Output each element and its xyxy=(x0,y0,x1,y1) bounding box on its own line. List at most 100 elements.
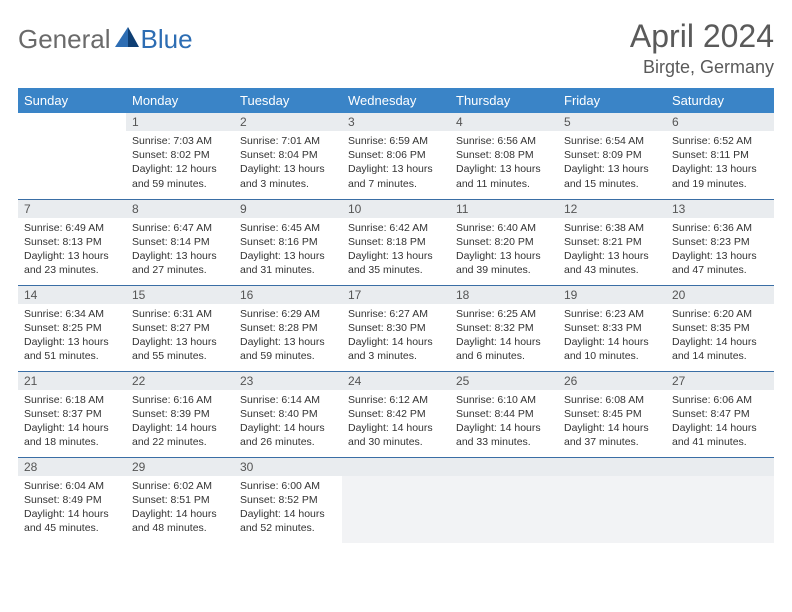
day-number: 18 xyxy=(450,286,558,304)
day-details: Sunrise: 6:40 AMSunset: 8:20 PMDaylight:… xyxy=(450,218,558,282)
day-number-empty xyxy=(558,458,666,476)
day-number: 13 xyxy=(666,200,774,218)
day-details: Sunrise: 6:16 AMSunset: 8:39 PMDaylight:… xyxy=(126,390,234,454)
calendar-cell: 5Sunrise: 6:54 AMSunset: 8:09 PMDaylight… xyxy=(558,113,666,199)
day-number: 5 xyxy=(558,113,666,131)
calendar-cell: 16Sunrise: 6:29 AMSunset: 8:28 PMDayligh… xyxy=(234,285,342,371)
day-details: Sunrise: 6:02 AMSunset: 8:51 PMDaylight:… xyxy=(126,476,234,540)
weekday-header-row: Sunday Monday Tuesday Wednesday Thursday… xyxy=(18,88,774,113)
calendar-cell: 11Sunrise: 6:40 AMSunset: 8:20 PMDayligh… xyxy=(450,199,558,285)
weekday-header: Wednesday xyxy=(342,88,450,113)
calendar-cell: 2Sunrise: 7:01 AMSunset: 8:04 PMDaylight… xyxy=(234,113,342,199)
day-number-empty xyxy=(342,458,450,476)
weekday-header: Sunday xyxy=(18,88,126,113)
logo-text-blue: Blue xyxy=(141,24,193,55)
calendar-cell: 22Sunrise: 6:16 AMSunset: 8:39 PMDayligh… xyxy=(126,371,234,457)
month-title: April 2024 xyxy=(630,18,774,55)
calendar-cell: 1Sunrise: 7:03 AMSunset: 8:02 PMDaylight… xyxy=(126,113,234,199)
day-details: Sunrise: 6:36 AMSunset: 8:23 PMDaylight:… xyxy=(666,218,774,282)
calendar-cell: 27Sunrise: 6:06 AMSunset: 8:47 PMDayligh… xyxy=(666,371,774,457)
day-details: Sunrise: 6:45 AMSunset: 8:16 PMDaylight:… xyxy=(234,218,342,282)
calendar-table: Sunday Monday Tuesday Wednesday Thursday… xyxy=(18,88,774,543)
calendar-cell: 4Sunrise: 6:56 AMSunset: 8:08 PMDaylight… xyxy=(450,113,558,199)
day-details: Sunrise: 6:42 AMSunset: 8:18 PMDaylight:… xyxy=(342,218,450,282)
calendar-cell xyxy=(18,113,126,199)
day-details: Sunrise: 6:12 AMSunset: 8:42 PMDaylight:… xyxy=(342,390,450,454)
calendar-cell: 15Sunrise: 6:31 AMSunset: 8:27 PMDayligh… xyxy=(126,285,234,371)
day-details: Sunrise: 6:31 AMSunset: 8:27 PMDaylight:… xyxy=(126,304,234,368)
calendar-cell: 28Sunrise: 6:04 AMSunset: 8:49 PMDayligh… xyxy=(18,457,126,543)
day-number: 9 xyxy=(234,200,342,218)
day-number: 6 xyxy=(666,113,774,131)
day-number: 24 xyxy=(342,372,450,390)
day-details: Sunrise: 6:49 AMSunset: 8:13 PMDaylight:… xyxy=(18,218,126,282)
day-number: 1 xyxy=(126,113,234,131)
day-details: Sunrise: 6:00 AMSunset: 8:52 PMDaylight:… xyxy=(234,476,342,540)
day-details: Sunrise: 7:03 AMSunset: 8:02 PMDaylight:… xyxy=(126,131,234,195)
calendar-cell xyxy=(558,457,666,543)
calendar-cell: 9Sunrise: 6:45 AMSunset: 8:16 PMDaylight… xyxy=(234,199,342,285)
day-number: 4 xyxy=(450,113,558,131)
calendar-cell: 24Sunrise: 6:12 AMSunset: 8:42 PMDayligh… xyxy=(342,371,450,457)
weekday-header: Saturday xyxy=(666,88,774,113)
calendar-cell xyxy=(342,457,450,543)
day-details: Sunrise: 6:29 AMSunset: 8:28 PMDaylight:… xyxy=(234,304,342,368)
day-number: 25 xyxy=(450,372,558,390)
day-details: Sunrise: 6:25 AMSunset: 8:32 PMDaylight:… xyxy=(450,304,558,368)
title-block: April 2024 Birgte, Germany xyxy=(630,18,774,78)
logo-triangle-icon xyxy=(115,27,139,52)
day-details: Sunrise: 6:38 AMSunset: 8:21 PMDaylight:… xyxy=(558,218,666,282)
day-number: 30 xyxy=(234,458,342,476)
day-details: Sunrise: 6:04 AMSunset: 8:49 PMDaylight:… xyxy=(18,476,126,540)
day-number: 12 xyxy=(558,200,666,218)
logo-text-general: General xyxy=(18,24,111,55)
day-number: 23 xyxy=(234,372,342,390)
calendar-cell: 23Sunrise: 6:14 AMSunset: 8:40 PMDayligh… xyxy=(234,371,342,457)
day-number: 2 xyxy=(234,113,342,131)
day-number: 27 xyxy=(666,372,774,390)
calendar-cell: 6Sunrise: 6:52 AMSunset: 8:11 PMDaylight… xyxy=(666,113,774,199)
day-number: 19 xyxy=(558,286,666,304)
day-details: Sunrise: 6:54 AMSunset: 8:09 PMDaylight:… xyxy=(558,131,666,195)
calendar-row: 7Sunrise: 6:49 AMSunset: 8:13 PMDaylight… xyxy=(18,199,774,285)
calendar-cell: 21Sunrise: 6:18 AMSunset: 8:37 PMDayligh… xyxy=(18,371,126,457)
calendar-cell xyxy=(450,457,558,543)
calendar-cell xyxy=(666,457,774,543)
day-number: 28 xyxy=(18,458,126,476)
calendar-cell: 7Sunrise: 6:49 AMSunset: 8:13 PMDaylight… xyxy=(18,199,126,285)
day-details: Sunrise: 6:27 AMSunset: 8:30 PMDaylight:… xyxy=(342,304,450,368)
weekday-header: Monday xyxy=(126,88,234,113)
day-number: 8 xyxy=(126,200,234,218)
calendar-cell: 25Sunrise: 6:10 AMSunset: 8:44 PMDayligh… xyxy=(450,371,558,457)
day-number: 11 xyxy=(450,200,558,218)
day-number: 26 xyxy=(558,372,666,390)
calendar-cell: 17Sunrise: 6:27 AMSunset: 8:30 PMDayligh… xyxy=(342,285,450,371)
calendar-cell: 12Sunrise: 6:38 AMSunset: 8:21 PMDayligh… xyxy=(558,199,666,285)
weekday-header: Friday xyxy=(558,88,666,113)
day-details: Sunrise: 6:59 AMSunset: 8:06 PMDaylight:… xyxy=(342,131,450,195)
day-details: Sunrise: 6:47 AMSunset: 8:14 PMDaylight:… xyxy=(126,218,234,282)
day-number: 15 xyxy=(126,286,234,304)
day-number: 21 xyxy=(18,372,126,390)
day-details: Sunrise: 6:52 AMSunset: 8:11 PMDaylight:… xyxy=(666,131,774,195)
weekday-header: Thursday xyxy=(450,88,558,113)
calendar-cell: 14Sunrise: 6:34 AMSunset: 8:25 PMDayligh… xyxy=(18,285,126,371)
day-details: Sunrise: 6:34 AMSunset: 8:25 PMDaylight:… xyxy=(18,304,126,368)
day-number: 20 xyxy=(666,286,774,304)
calendar-row: 1Sunrise: 7:03 AMSunset: 8:02 PMDaylight… xyxy=(18,113,774,199)
day-number: 16 xyxy=(234,286,342,304)
calendar-row: 14Sunrise: 6:34 AMSunset: 8:25 PMDayligh… xyxy=(18,285,774,371)
calendar-cell: 3Sunrise: 6:59 AMSunset: 8:06 PMDaylight… xyxy=(342,113,450,199)
day-details: Sunrise: 6:20 AMSunset: 8:35 PMDaylight:… xyxy=(666,304,774,368)
day-details: Sunrise: 6:10 AMSunset: 8:44 PMDaylight:… xyxy=(450,390,558,454)
day-number: 10 xyxy=(342,200,450,218)
day-number: 14 xyxy=(18,286,126,304)
day-details: Sunrise: 6:18 AMSunset: 8:37 PMDaylight:… xyxy=(18,390,126,454)
day-number: 7 xyxy=(18,200,126,218)
day-details: Sunrise: 6:56 AMSunset: 8:08 PMDaylight:… xyxy=(450,131,558,195)
calendar-cell: 13Sunrise: 6:36 AMSunset: 8:23 PMDayligh… xyxy=(666,199,774,285)
calendar-cell: 30Sunrise: 6:00 AMSunset: 8:52 PMDayligh… xyxy=(234,457,342,543)
day-number: 3 xyxy=(342,113,450,131)
day-number: 22 xyxy=(126,372,234,390)
calendar-row: 28Sunrise: 6:04 AMSunset: 8:49 PMDayligh… xyxy=(18,457,774,543)
